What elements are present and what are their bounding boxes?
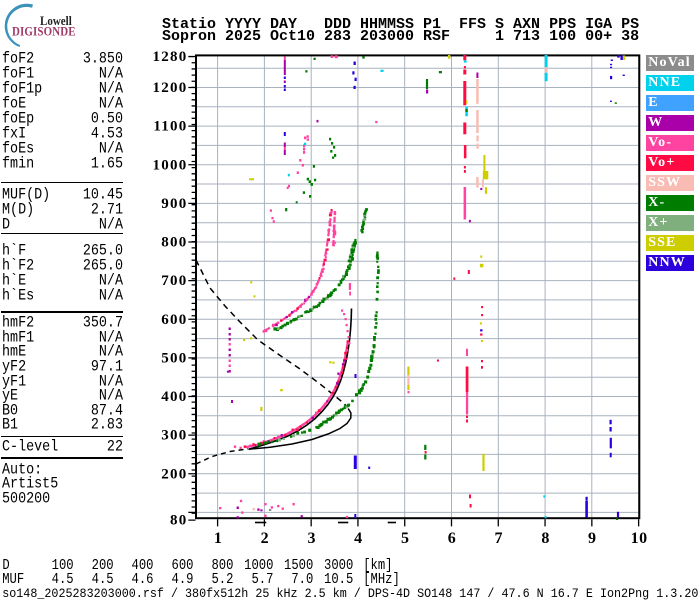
svg-text:300: 300	[161, 428, 187, 444]
svg-text:1200: 1200	[153, 80, 188, 96]
svg-text:200: 200	[161, 466, 187, 482]
svg-text:4: 4	[354, 530, 363, 547]
svg-text:9: 9	[588, 530, 597, 547]
svg-text:3: 3	[307, 530, 316, 547]
svg-text:7: 7	[495, 530, 504, 547]
svg-text:1280: 1280	[153, 49, 188, 65]
svg-text:5: 5	[401, 530, 410, 547]
svg-text:400: 400	[161, 389, 187, 405]
svg-text:700: 700	[161, 273, 187, 289]
svg-text:10: 10	[631, 530, 648, 547]
svg-text:2: 2	[261, 530, 270, 547]
svg-text:1000: 1000	[153, 157, 188, 173]
svg-text:8: 8	[541, 530, 550, 547]
svg-text:600: 600	[161, 312, 187, 328]
svg-text:900: 900	[161, 196, 187, 212]
svg-text:500: 500	[161, 351, 187, 367]
svg-text:800: 800	[161, 235, 187, 251]
svg-text:6: 6	[448, 530, 457, 547]
svg-text:1100: 1100	[153, 119, 187, 135]
svg-text:1: 1	[214, 530, 223, 547]
svg-text:80: 80	[170, 513, 188, 529]
